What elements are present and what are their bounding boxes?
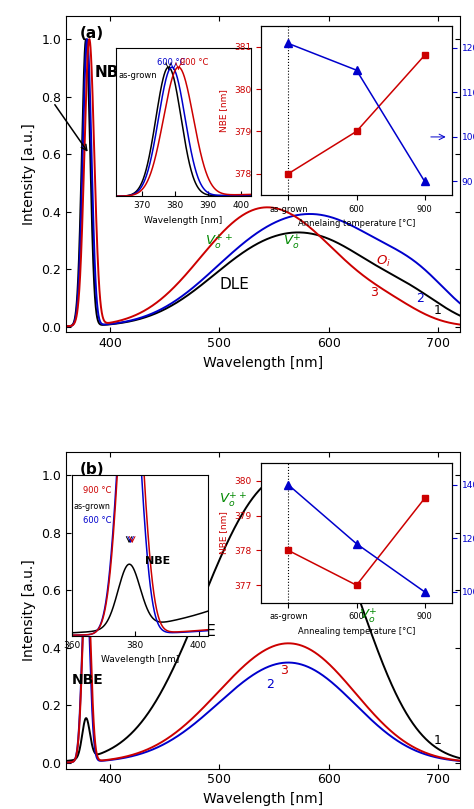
Text: DLE: DLE	[219, 277, 249, 292]
Text: 2: 2	[416, 292, 424, 305]
Text: NBE: NBE	[95, 65, 129, 79]
Text: $O_i$: $O_i$	[375, 254, 391, 269]
Y-axis label: Intensity [a.u.]: Intensity [a.u.]	[22, 123, 36, 225]
Text: 2: 2	[266, 678, 274, 691]
Text: NBE: NBE	[72, 673, 104, 687]
Text: 3: 3	[281, 663, 289, 676]
Text: $V_o^{+}$: $V_o^{+}$	[283, 231, 301, 251]
Text: $V_o^{++}$: $V_o^{++}$	[219, 489, 247, 509]
X-axis label: Wavelength [nm]: Wavelength [nm]	[203, 792, 323, 806]
Y-axis label: Intensity [a.u.]: Intensity [a.u.]	[22, 560, 36, 662]
Text: (b): (b)	[80, 462, 105, 477]
Text: 3: 3	[370, 286, 378, 299]
X-axis label: Wavelength [nm]: Wavelength [nm]	[203, 356, 323, 370]
Text: (a): (a)	[80, 26, 104, 40]
Text: $V_o^{++}$: $V_o^{++}$	[205, 231, 233, 251]
Text: DLE: DLE	[187, 625, 217, 639]
Text: $V_o^{+}$: $V_o^{+}$	[359, 606, 378, 625]
Text: 1: 1	[434, 303, 441, 316]
Text: 1: 1	[434, 734, 441, 748]
